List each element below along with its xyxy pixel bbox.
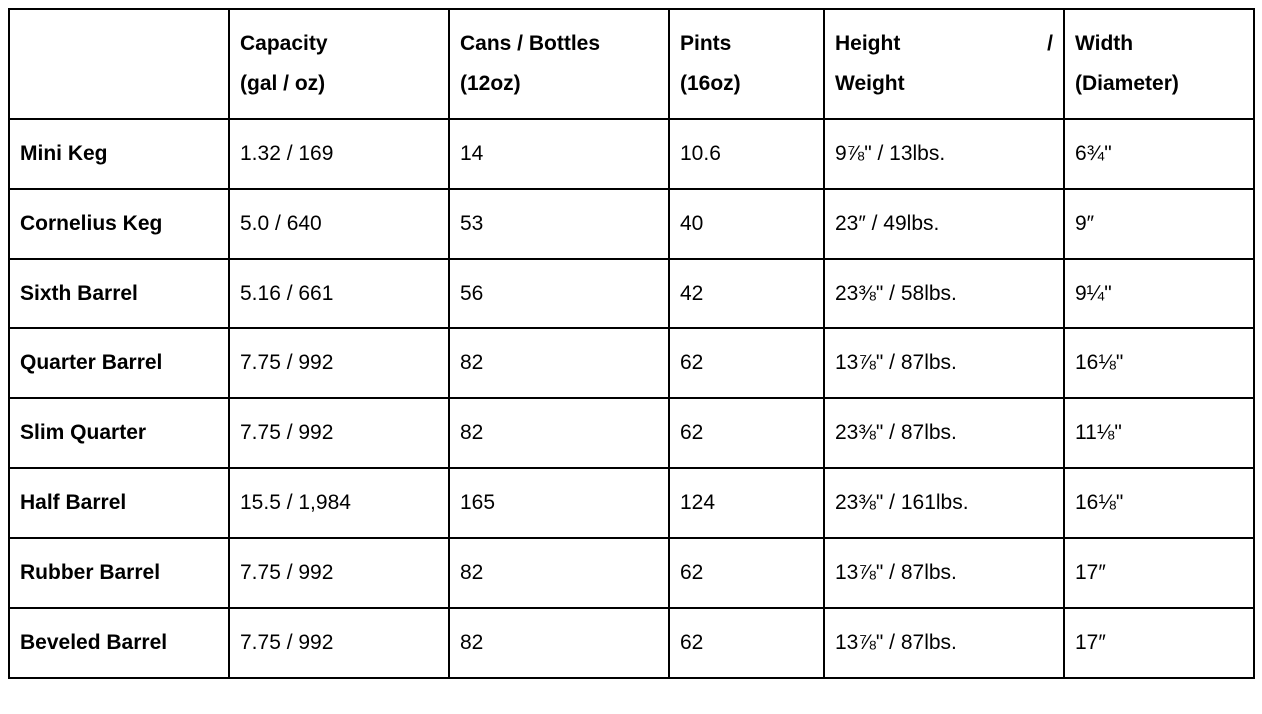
table-row: Quarter Barrel 7.75 / 992 82 62 13⅞" / 8… xyxy=(9,328,1254,398)
cell-capacity: 5.16 / 661 xyxy=(229,259,449,329)
cell-hw: 13⅞" / 87lbs. xyxy=(824,328,1064,398)
cell-hw: 23⅜" / 87lbs. xyxy=(824,398,1064,468)
cell-cans: 82 xyxy=(449,608,669,678)
cell-cans: 82 xyxy=(449,538,669,608)
cell-cans: 82 xyxy=(449,398,669,468)
col-header-name xyxy=(9,9,229,119)
table-header: Capacity (gal / oz) Cans / Bottles (12oz… xyxy=(9,9,1254,119)
cell-name: Sixth Barrel xyxy=(9,259,229,329)
col-header-text: Cans / Bottles xyxy=(460,24,658,64)
cell-pints: 10.6 xyxy=(669,119,824,189)
table-row: Sixth Barrel 5.16 / 661 56 42 23⅜" / 58l… xyxy=(9,259,1254,329)
table-row: Mini Keg 1.32 / 169 14 10.6 9⅞" / 13lbs.… xyxy=(9,119,1254,189)
cell-width: 17″ xyxy=(1064,608,1254,678)
cell-cans: 165 xyxy=(449,468,669,538)
col-header-text: Weight xyxy=(835,64,1053,104)
table-row: Slim Quarter 7.75 / 992 82 62 23⅜" / 87l… xyxy=(9,398,1254,468)
table-body: Mini Keg 1.32 / 169 14 10.6 9⅞" / 13lbs.… xyxy=(9,119,1254,678)
cell-hw: 13⅞" / 87lbs. xyxy=(824,608,1064,678)
keg-sizes-table: Capacity (gal / oz) Cans / Bottles (12oz… xyxy=(8,8,1255,679)
cell-width: 6¾" xyxy=(1064,119,1254,189)
cell-name: Beveled Barrel xyxy=(9,608,229,678)
cell-cans: 82 xyxy=(449,328,669,398)
header-row: Capacity (gal / oz) Cans / Bottles (12oz… xyxy=(9,9,1254,119)
cell-capacity: 7.75 / 992 xyxy=(229,608,449,678)
cell-width: 17″ xyxy=(1064,538,1254,608)
col-header-capacity: Capacity (gal / oz) xyxy=(229,9,449,119)
cell-pints: 42 xyxy=(669,259,824,329)
cell-name: Quarter Barrel xyxy=(9,328,229,398)
cell-hw: 23⅜" / 58lbs. xyxy=(824,259,1064,329)
cell-cans: 53 xyxy=(449,189,669,259)
cell-name: Mini Keg xyxy=(9,119,229,189)
cell-cans: 14 xyxy=(449,119,669,189)
cell-pints: 62 xyxy=(669,538,824,608)
cell-cans: 56 xyxy=(449,259,669,329)
table-row: Cornelius Keg 5.0 / 640 53 40 23″ / 49lb… xyxy=(9,189,1254,259)
col-header-text: Pints xyxy=(680,24,813,64)
cell-name: Rubber Barrel xyxy=(9,538,229,608)
cell-width: 16⅛" xyxy=(1064,328,1254,398)
col-header-text: (gal / oz) xyxy=(240,64,438,104)
cell-name: Half Barrel xyxy=(9,468,229,538)
cell-name: Cornelius Keg xyxy=(9,189,229,259)
col-header-text: (12oz) xyxy=(460,64,658,104)
cell-hw: 23″ / 49lbs. xyxy=(824,189,1064,259)
col-header-text: (Diameter) xyxy=(1075,64,1243,104)
col-header-pints: Pints (16oz) xyxy=(669,9,824,119)
cell-capacity: 7.75 / 992 xyxy=(229,328,449,398)
col-header-heightweight: Height / Weight xyxy=(824,9,1064,119)
cell-hw: 13⅞" / 87lbs. xyxy=(824,538,1064,608)
cell-pints: 124 xyxy=(669,468,824,538)
cell-pints: 62 xyxy=(669,328,824,398)
cell-width: 9¼" xyxy=(1064,259,1254,329)
col-header-text: Width xyxy=(1075,24,1243,64)
cell-capacity: 7.75 / 992 xyxy=(229,398,449,468)
cell-capacity: 15.5 / 1,984 xyxy=(229,468,449,538)
cell-pints: 62 xyxy=(669,398,824,468)
col-header-cans: Cans / Bottles (12oz) xyxy=(449,9,669,119)
cell-pints: 40 xyxy=(669,189,824,259)
table-row: Beveled Barrel 7.75 / 992 82 62 13⅞" / 8… xyxy=(9,608,1254,678)
cell-pints: 62 xyxy=(669,608,824,678)
table-row: Half Barrel 15.5 / 1,984 165 124 23⅜" / … xyxy=(9,468,1254,538)
cell-hw: 9⅞" / 13lbs. xyxy=(824,119,1064,189)
cell-width: 9″ xyxy=(1064,189,1254,259)
col-header-width: Width (Diameter) xyxy=(1064,9,1254,119)
cell-width: 11⅛" xyxy=(1064,398,1254,468)
cell-capacity: 5.0 / 640 xyxy=(229,189,449,259)
cell-capacity: 7.75 / 992 xyxy=(229,538,449,608)
cell-hw: 23⅜" / 161lbs. xyxy=(824,468,1064,538)
col-header-text: Height / xyxy=(835,24,1053,64)
col-header-text: (16oz) xyxy=(680,64,813,104)
table-row: Rubber Barrel 7.75 / 992 82 62 13⅞" / 87… xyxy=(9,538,1254,608)
cell-name: Slim Quarter xyxy=(9,398,229,468)
cell-width: 16⅛" xyxy=(1064,468,1254,538)
cell-capacity: 1.32 / 169 xyxy=(229,119,449,189)
col-header-text: Capacity xyxy=(240,24,438,64)
